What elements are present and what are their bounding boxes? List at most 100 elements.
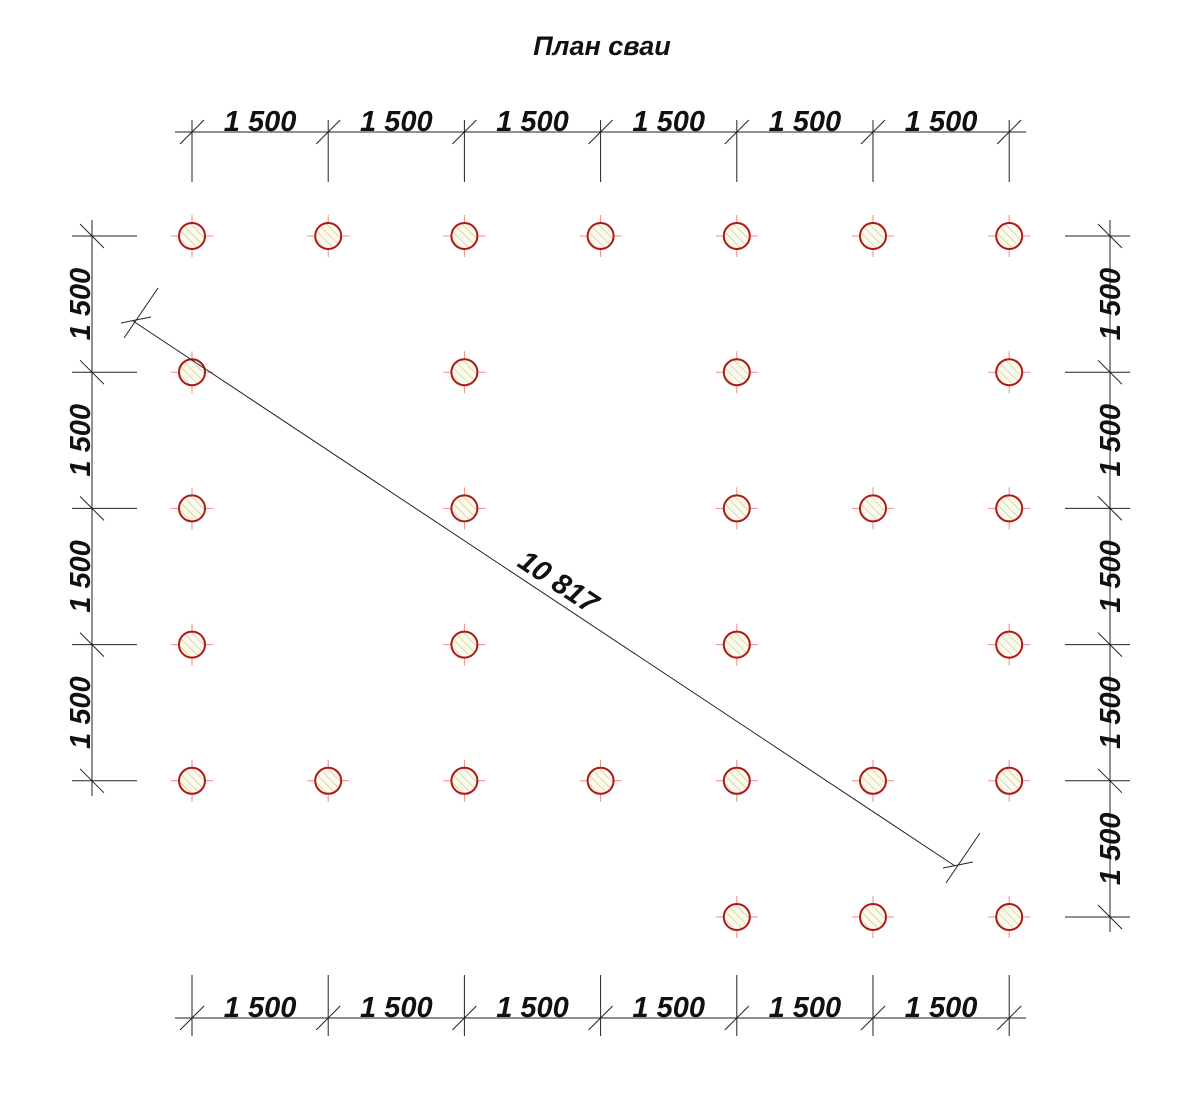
dimension-label: 1 500: [905, 992, 978, 1024]
dimension-label: 1 500: [905, 106, 978, 138]
pile-circle: [450, 766, 479, 795]
pile: [171, 351, 213, 394]
pile-circle: [314, 222, 343, 250]
pile: [988, 351, 1031, 394]
pile: [715, 351, 758, 394]
diagonal-line: [132, 320, 956, 867]
pile: [171, 759, 213, 802]
dimension-tick: [1097, 359, 1123, 385]
pile-circle: [995, 630, 1024, 659]
dimension-tick: [79, 496, 105, 521]
dimension-tick: [79, 359, 105, 385]
pile: [852, 487, 894, 530]
pile-circle: [178, 766, 206, 795]
dimension-tick: [452, 119, 477, 145]
dimension-label: 1 500: [224, 992, 297, 1024]
pile: [988, 896, 1031, 938]
pile: [579, 215, 622, 257]
dimension-tick: [1097, 223, 1123, 249]
pile-circle: [995, 766, 1024, 795]
dimension-lines: 1 500 1 500 1 500 1 500 1 500 1 500 1 500 1 500…: [65, 106, 1130, 1036]
dimension-label: 1 500: [360, 106, 433, 138]
dimension-tick: [179, 1005, 205, 1031]
piles: [171, 215, 1031, 938]
diagonal-label: 10 817: [512, 545, 605, 622]
pile: [988, 623, 1031, 666]
dimension-label: 1 500: [1095, 813, 1127, 886]
pile: [171, 215, 213, 257]
dimension-tick: [1097, 904, 1123, 930]
dimension-tick: [79, 223, 105, 249]
dimension-label: 1 500: [224, 106, 297, 138]
dimension-label: 1 500: [1095, 540, 1127, 613]
pile-circle: [450, 358, 479, 387]
dimension-label: 1 500: [65, 676, 97, 749]
pile-circle: [586, 766, 615, 795]
pile-circle: [859, 766, 887, 795]
dimension-label: 1 500: [65, 540, 97, 613]
pile-circle: [859, 222, 887, 250]
pile: [171, 487, 213, 530]
dimension-tick: [996, 1005, 1022, 1031]
pile: [988, 487, 1031, 530]
pile-circle: [178, 222, 206, 250]
dimension-tick: [860, 119, 886, 145]
pile-circle: [995, 222, 1024, 250]
pile-circle: [859, 903, 887, 931]
dimension-tick: [452, 1005, 477, 1031]
pile-circle: [314, 766, 343, 795]
pile-circle: [178, 358, 206, 387]
pile: [988, 215, 1031, 257]
pile-circle: [995, 903, 1024, 931]
pile-circle: [586, 222, 615, 250]
dimension-label: 1 500: [360, 992, 433, 1024]
pile-circle: [450, 630, 479, 659]
dimension-tick: [996, 119, 1022, 145]
diagonal-dimension: 10 817: [120, 287, 981, 884]
dimension-tick: [860, 1005, 886, 1031]
dimension-label: 1 500: [632, 106, 705, 138]
dimension-tick: [1097, 768, 1123, 794]
dimension-tick: [315, 119, 341, 145]
pile-circle: [995, 494, 1024, 523]
dimension-tick: [179, 119, 205, 145]
dimension-tick: [1097, 632, 1123, 657]
pile-circle: [450, 494, 479, 523]
pile-circle: [722, 358, 751, 387]
pile: [715, 215, 758, 257]
pile: [443, 215, 486, 257]
pile: [715, 623, 758, 666]
dimension-label: 1 500: [1095, 404, 1127, 477]
pile: [852, 759, 894, 802]
pile-circle: [722, 630, 751, 659]
dimension-label: 1 500: [496, 992, 569, 1024]
pile: [307, 759, 350, 802]
pile: [443, 487, 486, 530]
dimension-label: 1 500: [496, 106, 569, 138]
pile: [852, 896, 894, 938]
pile-circle: [450, 222, 479, 250]
dimension-label: 1 500: [1095, 676, 1127, 749]
dimension-tick: [1097, 496, 1123, 521]
pile-circle: [722, 903, 751, 931]
dimension-tick: [588, 1005, 613, 1031]
dimension-label: 1 500: [769, 106, 842, 138]
pile: [852, 215, 894, 257]
pile: [171, 623, 213, 666]
dimension-tick: [724, 1005, 750, 1031]
dimension-tick: [123, 287, 159, 339]
pile: [443, 759, 486, 802]
pile: [579, 759, 622, 802]
pile: [715, 759, 758, 802]
pile-circle: [178, 494, 206, 523]
pile: [443, 351, 486, 394]
dimension-tick: [79, 768, 105, 794]
dimension-tick: [724, 119, 750, 145]
pile-circle: [859, 494, 887, 523]
pile: [307, 215, 350, 257]
pile: [988, 759, 1031, 802]
pile-circle: [722, 766, 751, 795]
dimension-label: 1 500: [65, 268, 97, 341]
dimension-label: 1 500: [65, 404, 97, 477]
